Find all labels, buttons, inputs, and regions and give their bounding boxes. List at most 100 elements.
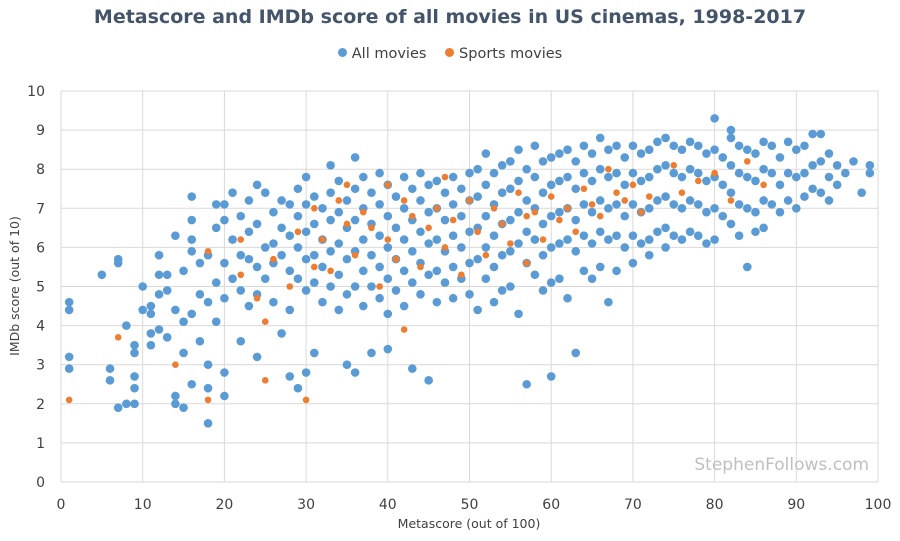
all-movies-point (154, 270, 164, 280)
x-tick-label: 80 (706, 497, 724, 513)
sports-movies-point (270, 255, 277, 263)
sports-movies-point (261, 377, 269, 384)
sports-movies-point (482, 251, 490, 259)
all-movies-point (579, 200, 589, 209)
all-movies-point (252, 262, 262, 272)
all-movies-point (277, 250, 286, 260)
all-movies-point (612, 231, 621, 240)
all-movies-point (546, 278, 556, 287)
sports-movies-point (572, 228, 580, 236)
all-movies-point (465, 168, 474, 178)
y-tick-label: 8 (36, 162, 45, 178)
sports-movies-point (433, 205, 441, 212)
sports-movies-point (417, 263, 424, 271)
sports-movies-point (449, 216, 457, 224)
x-tick-label: 20 (215, 497, 233, 513)
all-movies-point (269, 207, 278, 217)
all-movies-point (734, 231, 744, 240)
y-tick-label: 2 (36, 397, 45, 413)
all-movies-point (138, 282, 147, 291)
all-movies-point (285, 266, 295, 276)
all-movies-point (236, 286, 246, 295)
all-movies-point (293, 243, 303, 252)
all-movies-point (146, 329, 156, 338)
all-movies-point (408, 364, 417, 373)
all-movies-point (832, 180, 842, 190)
all-movies-point (710, 114, 719, 123)
all-movies-point (383, 344, 393, 354)
all-movies-point (391, 192, 401, 201)
all-movies-point (865, 168, 875, 178)
all-movies-point (677, 145, 687, 154)
all-movies-point (383, 309, 393, 319)
all-movies-point (653, 196, 662, 205)
all-movies-point (824, 196, 834, 205)
sports-movies-point (294, 228, 302, 236)
sports-movies-point (204, 396, 212, 404)
all-movies-point (604, 235, 613, 244)
all-movies-point (783, 137, 793, 147)
all-movies-point (661, 133, 670, 143)
all-movies-point (661, 192, 670, 201)
all-movies-point (269, 297, 278, 307)
x-tick-label: 40 (379, 497, 397, 513)
all-movies-point (113, 403, 123, 413)
all-movies-point (473, 192, 482, 201)
all-movies-point (122, 399, 131, 409)
all-movies-point (113, 258, 123, 268)
all-movies-point (514, 239, 523, 248)
sports-movies-point (490, 205, 498, 212)
all-movies-point (693, 231, 703, 240)
all-movies-point (628, 258, 638, 268)
all-movies-point (808, 129, 817, 139)
all-movies-point (669, 231, 679, 240)
all-movies-point (187, 215, 197, 225)
all-movies-point (522, 164, 531, 174)
all-movies-point (342, 254, 352, 264)
all-movies-point (358, 172, 368, 182)
all-movies-point (244, 301, 254, 311)
all-movies-point (726, 219, 736, 229)
all-movies-point (203, 360, 213, 370)
watermark: StephenFollows.com (694, 455, 869, 475)
all-movies-point (644, 235, 654, 244)
all-movies-point (285, 305, 295, 315)
all-movies-point (105, 364, 115, 373)
x-tick-label: 60 (542, 497, 560, 513)
all-movies-point (792, 172, 801, 182)
all-movies-point (792, 145, 801, 154)
all-movies-point (555, 239, 564, 248)
all-movies-point (555, 207, 564, 217)
all-movies-point (489, 231, 499, 240)
all-movies-point (506, 247, 515, 256)
all-movies-point (408, 247, 417, 256)
all-movies-point (865, 160, 875, 170)
all-movies-point (481, 211, 491, 221)
x-axis-ticks: 0 10 20 30 40 50 60 70 80 90 100 (57, 497, 892, 513)
all-movies-point (538, 188, 548, 197)
all-movies-point (555, 149, 564, 158)
all-movies-point (350, 368, 360, 377)
all-movies-point (726, 133, 736, 143)
all-movies-point (767, 168, 777, 178)
all-movies-point (269, 239, 278, 248)
all-movies-point (154, 290, 164, 299)
all-movies-point (457, 243, 466, 252)
all-movies-point (122, 321, 131, 330)
series-sports-movies (65, 158, 767, 404)
all-movies-point (236, 250, 246, 260)
x-tick-label: 70 (624, 497, 642, 513)
all-movies-point (244, 254, 254, 264)
all-movies-point (522, 379, 531, 389)
all-movies-point (448, 262, 458, 272)
all-movies-point (473, 305, 482, 315)
sports-movies-point (507, 240, 514, 247)
chart-title: Metascore and IMDb score of all movies i… (93, 6, 807, 28)
all-movies-point (775, 207, 785, 217)
all-movies-point (644, 145, 654, 154)
legend-marker-sports-movies (445, 48, 455, 57)
all-movies-point (808, 184, 817, 194)
all-movies-point (481, 243, 491, 252)
all-movies-point (571, 247, 581, 256)
sports-movies-point (237, 271, 245, 279)
